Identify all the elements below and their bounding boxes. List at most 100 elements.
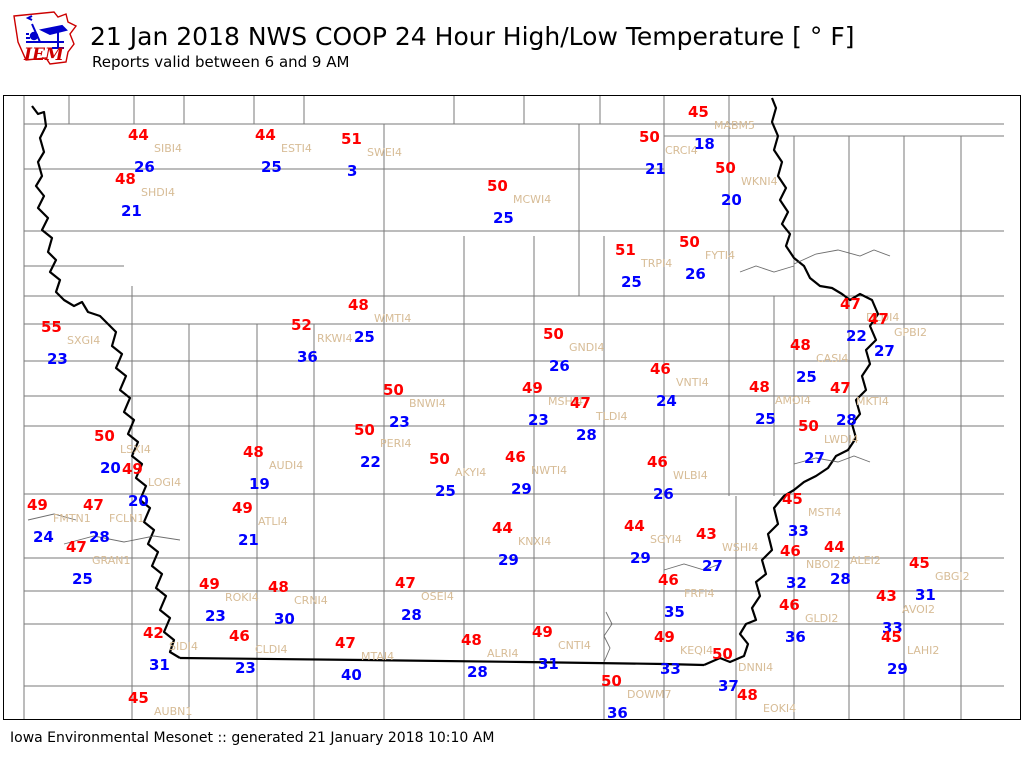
- station-high-temp: 44: [255, 126, 276, 144]
- station-id-label: SHDI4: [141, 186, 175, 199]
- station-id-label: WKNI4: [741, 175, 778, 188]
- station-low-temp: 20: [128, 492, 149, 510]
- station-id-label: FYTI4: [705, 249, 736, 262]
- station-high-temp: 47: [335, 634, 356, 652]
- station-id-label: GRAN1: [92, 554, 131, 567]
- station-id-label: MCWI4: [513, 193, 552, 206]
- station-id-label: AUDI4: [269, 459, 304, 472]
- station-high-temp: 45: [128, 689, 149, 707]
- footer-caption: Iowa Environmental Mesonet :: generated …: [10, 730, 495, 746]
- station-id-label: CASI4: [816, 352, 849, 365]
- station-high-temp: 46: [779, 596, 800, 614]
- station-id-label: GPBI2: [894, 326, 927, 339]
- station-high-temp: 51: [341, 130, 362, 148]
- station-high-temp: 50: [543, 325, 564, 343]
- station-high-temp: 46: [505, 448, 526, 466]
- station-low-temp: 33: [788, 522, 809, 540]
- station-high-temp: 44: [824, 538, 845, 556]
- station-high-temp: 45: [881, 628, 902, 646]
- station-id-label: FCLN1: [109, 512, 145, 525]
- station-id-label: DNNI4: [738, 661, 774, 674]
- station-low-temp: 3: [347, 162, 358, 180]
- station-high-temp: 46: [658, 571, 679, 589]
- station-low-temp: 36: [607, 704, 628, 720]
- station-id-label: ROKI4: [225, 591, 259, 604]
- station-low-temp: 36: [785, 628, 806, 646]
- station-low-temp: 23: [528, 411, 549, 429]
- station-low-temp: 25: [621, 273, 642, 291]
- station-id-label: AMOI4: [775, 394, 811, 407]
- station-high-temp: 48: [115, 170, 136, 188]
- map-geography: [23, 96, 1004, 719]
- station-id-label: GNDI4: [569, 341, 605, 354]
- station-high-temp: 50: [383, 381, 404, 399]
- station-high-temp: 48: [348, 296, 369, 314]
- station-low-temp: 37: [718, 677, 739, 695]
- station-id-label: KEQI4: [680, 644, 714, 657]
- station-high-temp: 47: [395, 574, 416, 592]
- station-id-label: SWEI4: [367, 146, 403, 159]
- station-high-temp: 45: [909, 554, 930, 572]
- station-high-temp: 50: [712, 645, 733, 663]
- station-id-label: SIDI4: [169, 640, 198, 653]
- station-low-temp: 25: [354, 328, 375, 346]
- station-low-temp: 32: [786, 574, 807, 592]
- station-id-label: ALRI4: [487, 647, 519, 660]
- station-high-temp: 46: [650, 360, 671, 378]
- station-id-label: AVOI2: [902, 603, 936, 616]
- station-low-temp: 26: [549, 357, 570, 375]
- station-id-label: MABM5: [714, 119, 756, 132]
- page-header: IEM 21 Jan 2018 NWS COOP 24 Hour High/Lo…: [0, 0, 1024, 92]
- station-low-temp: 18: [694, 135, 715, 153]
- station-high-temp: 50: [487, 177, 508, 195]
- station-low-temp: 26: [134, 158, 155, 176]
- station-high-temp: 47: [83, 496, 104, 514]
- station-high-temp: 50: [429, 450, 450, 468]
- station-high-temp: 49: [522, 379, 543, 397]
- station-id-label: LOGI4: [148, 476, 182, 489]
- station-high-temp: 44: [128, 126, 149, 144]
- station-id-label: ESTI4: [281, 142, 312, 155]
- station-high-temp: 49: [199, 575, 220, 593]
- station-high-temp: 50: [715, 159, 736, 177]
- station-high-temp: 49: [654, 628, 675, 646]
- station-id-label: OSEI4: [421, 590, 454, 603]
- station-high-temp: 48: [790, 336, 811, 354]
- station-high-temp: 49: [27, 496, 48, 514]
- station-id-label: TLDI4: [596, 410, 628, 423]
- station-id-label: SXGI4: [67, 334, 101, 347]
- station-high-temp: 47: [868, 310, 889, 328]
- station-id-label: CLDI4: [255, 643, 288, 656]
- station-id-label: RKWI4: [317, 332, 353, 345]
- station-low-temp: 28: [89, 528, 110, 546]
- station-low-temp: 27: [874, 342, 895, 360]
- station-id-label: NBOI2: [806, 558, 841, 571]
- station-id-label: MKTI4: [856, 395, 889, 408]
- station-id-label: BNWI4: [409, 397, 446, 410]
- station-high-temp: 47: [570, 394, 591, 412]
- station-low-temp: 25: [72, 570, 93, 588]
- station-low-temp: 23: [389, 413, 410, 431]
- station-id-label: CNTI4: [558, 639, 591, 652]
- station-high-temp: 49: [122, 460, 143, 478]
- station-high-temp: 43: [696, 525, 717, 543]
- station-high-temp: 49: [232, 499, 253, 517]
- station-high-temp: 46: [229, 627, 250, 645]
- station-id-label: WMTI4: [374, 312, 412, 325]
- station-low-temp: 21: [645, 160, 666, 178]
- temperature-map[interactable]: 44 26 SIBI4 48 21 SHDI4 44 25 ESTI4 51 3 SWEI4 50 25 M…: [3, 95, 1021, 720]
- station-low-temp: 33: [660, 660, 681, 678]
- station-id-label: DLDI4: [866, 311, 900, 324]
- station-id-label: CRNI4: [294, 594, 328, 607]
- svg-text:IEM: IEM: [23, 45, 65, 65]
- station-low-temp: 25: [796, 368, 817, 386]
- station-high-temp: 47: [830, 379, 851, 397]
- station-high-temp: 50: [94, 427, 115, 445]
- station-low-temp: 35: [664, 603, 685, 621]
- station-low-temp: 19: [249, 475, 270, 493]
- station-low-temp: 22: [360, 453, 381, 471]
- station-high-temp: 47: [840, 295, 861, 313]
- station-low-temp: 31: [149, 656, 170, 674]
- station-id-label: LWDI4: [824, 433, 859, 446]
- station-high-temp: 52: [291, 316, 312, 334]
